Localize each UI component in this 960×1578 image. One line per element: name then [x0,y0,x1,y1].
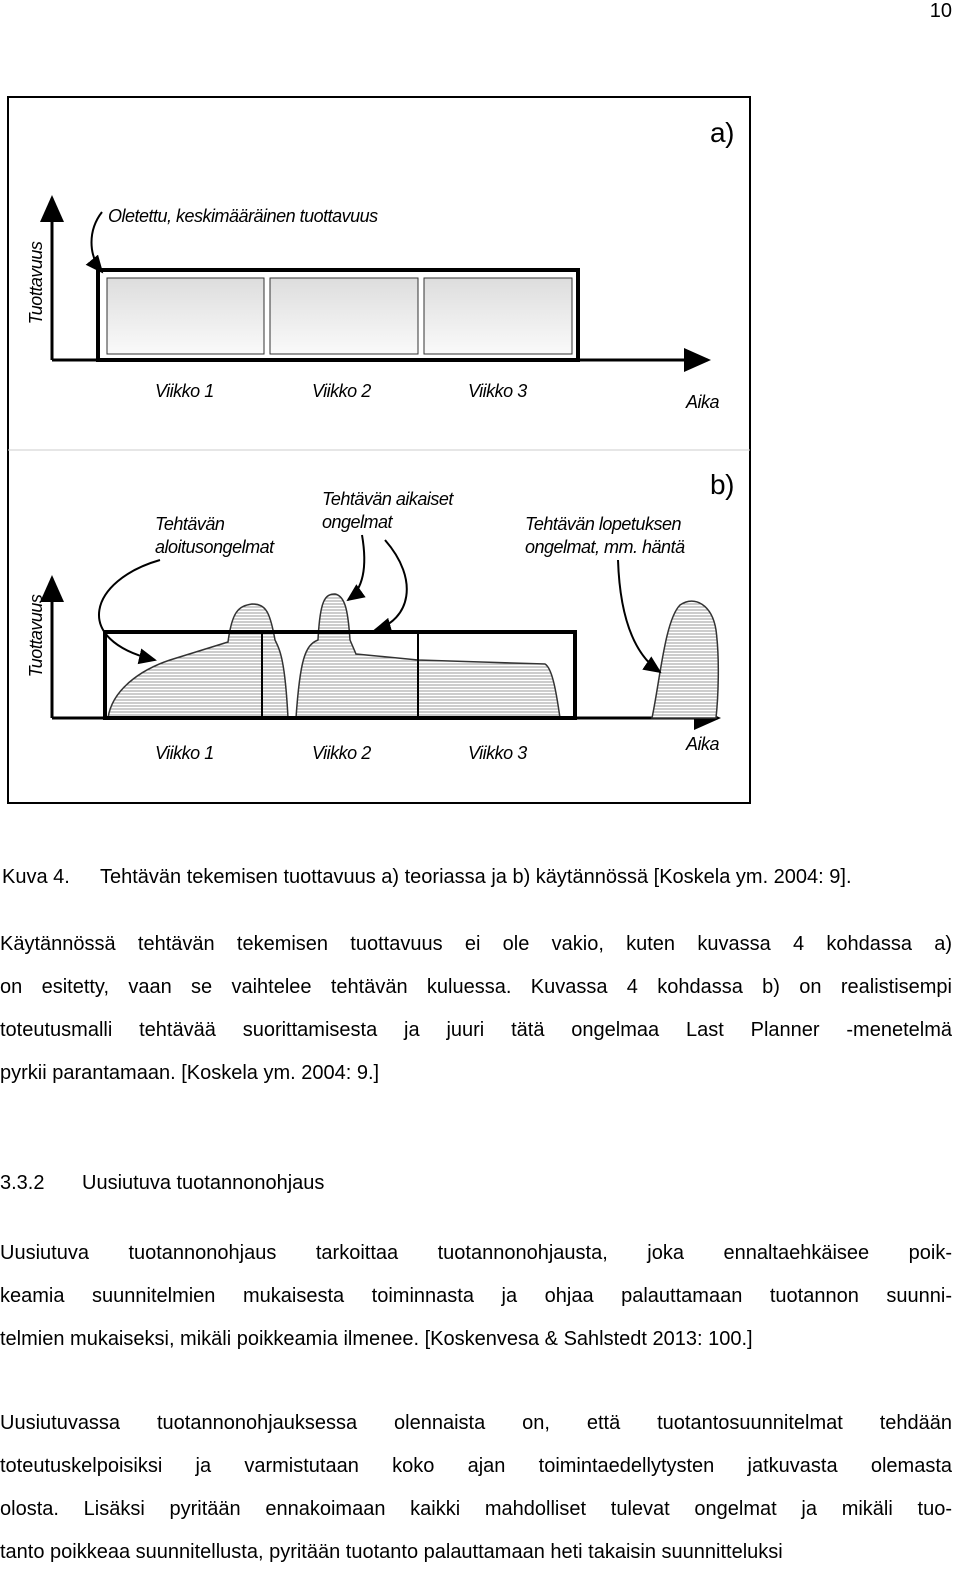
heading-title: Uusiutuva tuotannonohjaus [82,1172,325,1194]
text-line: tanto poikkeaa suunnitellusta, pyritään … [0,1541,783,1563]
panel-label: b) [710,469,734,500]
arrow [98,559,161,665]
x-axis-label: Aika [685,392,720,412]
arrow [373,539,408,634]
caption-number: Kuva 4. [2,866,70,888]
annotation: Tehtävän aikaiset [322,489,454,509]
text-line: olosta. Lisäksi pyritään ennakoimaan kai… [0,1498,952,1520]
week-box [103,630,577,720]
x-label: Viikko 3 [468,381,527,401]
text-line: telmien mukaiseksi, mikäli poikkeamia il… [0,1328,753,1350]
tail-area [651,600,720,719]
arrow [346,534,366,602]
annotation: Tehtävän [155,514,225,534]
x-axis-label: Aika [685,734,720,754]
week-bar [423,277,573,355]
arrow [617,559,662,674]
week-bar [269,277,419,355]
annotation: Tehtävän lopetuksen [525,514,681,534]
x-label: Viikko 3 [468,743,527,763]
y-axis-label: Tuottavuus [26,241,46,324]
annotation: Oletettu, keskimääräinen tuottavuus [108,206,378,226]
text-line: keamia suunnitelmien mukaisesta toiminna… [0,1285,952,1307]
text-line: Käytännössä tehtävän tekemisen tuottavuu… [0,933,952,955]
figure: a) Tuottavuus Oletettu, keskimääräinen t… [7,96,751,804]
heading-number: 3.3.2 [0,1172,45,1194]
x-label: Viikko 2 [312,743,371,763]
week-box [96,268,580,362]
x-label: Viikko 1 [155,381,214,401]
page-number: 10 [929,0,952,22]
annotation: ongelmat [322,512,394,532]
week-bar [106,277,265,355]
productivity-area [107,593,561,719]
annotation: aloitusongelmat [155,537,275,557]
annotation: ongelmat, mm. häntä [525,537,685,557]
arrow [85,211,104,274]
text-line: Uusiutuvassa tuotannonohjauksessa olenna… [0,1412,952,1434]
text-line: Uusiutuva tuotannonohjaus tarkoittaa tuo… [0,1242,952,1264]
x-label: Viikko 2 [312,381,371,401]
text-line: on esitetty, vaan se vaihtelee tehtävän … [0,976,952,998]
caption-text: Tehtävän tekemisen tuottavuus a) teorias… [100,866,852,888]
text-line: toteutuskelpoisiksi ja varmistutaan koko… [0,1455,952,1477]
y-axis-label: Tuottavuus [26,594,46,677]
panel-label: a) [710,117,734,148]
text-line: pyrkii parantamaan. [Koskela ym. 2004: 9… [0,1062,380,1084]
text-line: toteutusmalli tehtävää suorittamisesta j… [0,1019,952,1041]
x-label: Viikko 1 [155,743,214,763]
